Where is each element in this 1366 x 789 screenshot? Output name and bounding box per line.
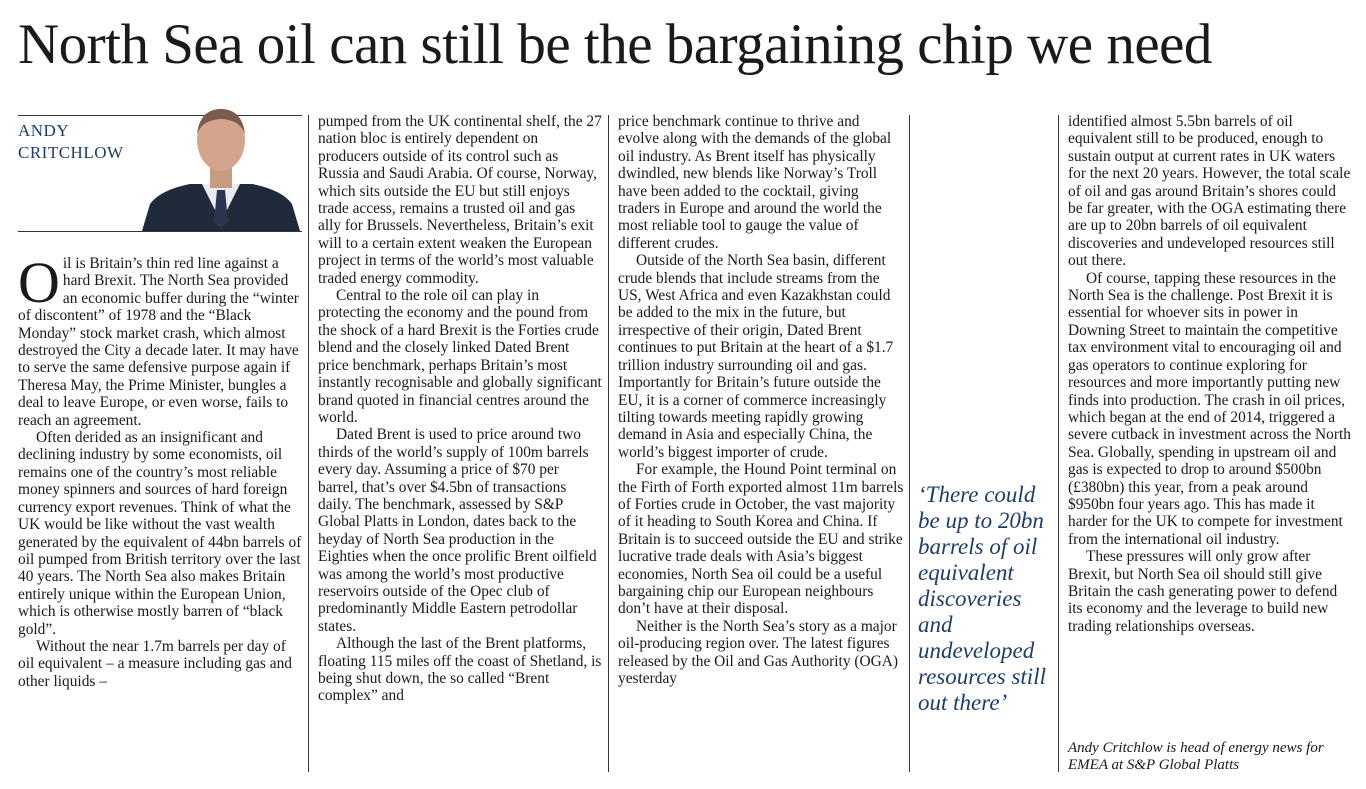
paragraph: Often derided as an insignificant and de… [18,429,302,638]
paragraph: price benchmark continue to thrive and e… [618,113,892,252]
paragraph: For example, the Hound Point terminal on… [618,461,904,618]
column-rule [1058,115,1059,772]
article-column: identified almost 5.5bn barrels of oil e… [1068,113,1354,635]
byline: ANDY CRITCHLOW [18,121,124,162]
paragraph: Although the last of the Brent platforms… [318,635,602,705]
paragraph: Neither is the North Sea’s story as a ma… [618,617,898,687]
column-rule [608,115,609,772]
paragraph: identified almost 5.5bn barrels of oil e… [1068,113,1351,270]
article-column: price benchmark continue to thrive and e… [618,113,904,687]
paragraph: Without the near 1.7m barrels per day of… [18,637,292,690]
article-column: pumped from the UK continental shelf, th… [318,113,602,705]
pull-quote: ‘There could be up to 20bn barrels of oi… [918,482,1046,715]
paragraph: Outside of the North Sea basin, differen… [618,252,894,461]
paragraph: Dated Brent is used to price around two … [318,426,597,635]
column-rule [308,115,309,772]
paragraph: pumped from the UK continental shelf, th… [318,113,602,287]
rule [18,231,302,232]
paragraph: Oil is Britain’s thin red line against a… [18,250,299,429]
paragraph: Central to the role oil can play in prot… [318,287,602,426]
paragraph: Of course, tapping these resources in th… [1068,269,1351,548]
headline: North Sea oil can still be the bargainin… [18,13,1212,76]
paragraph: These pressures will only grow after Bre… [1068,548,1338,635]
author-bio: Andy Critchlow is head of energy news fo… [1068,740,1324,774]
article-column: Oil is Britain’s thin red line against a… [18,250,302,690]
column-rule [909,115,910,772]
rule [18,115,302,116]
author-photo [142,109,300,231]
